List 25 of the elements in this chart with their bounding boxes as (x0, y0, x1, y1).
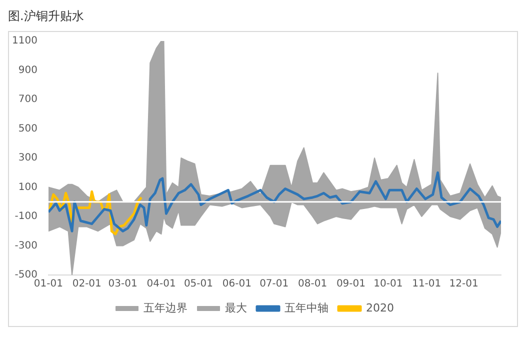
x-tick-label: 08-01 (298, 278, 328, 290)
x-tick-label: 03-01 (108, 278, 138, 290)
y-tick-label: 700 (18, 94, 38, 106)
x-tick-label: 11-01 (412, 278, 442, 290)
x-tick-label: 10-01 (374, 278, 403, 290)
x-tick-label: 05-01 (184, 278, 214, 290)
x-tick-label: 04-01 (146, 278, 176, 290)
y-tick-label: 1100 (12, 36, 38, 47)
legend-label: 2020 (366, 301, 394, 314)
x-tick-label: 09-01 (336, 278, 366, 290)
y-tick-label: 100 (18, 182, 38, 193)
x-tick-label: 02-01 (72, 278, 102, 290)
x-tick-label: 01-01 (34, 278, 63, 290)
y-tick-label: 900 (18, 64, 38, 76)
y-tick-label: 500 (18, 123, 38, 134)
x-tick-label: 07-01 (260, 278, 289, 290)
y-tick-label: -300 (14, 240, 38, 252)
y-tick-label: 300 (18, 152, 38, 164)
chart-title: 图.沪铜升贴水 (8, 8, 85, 25)
legend-label: 五年中轴 (284, 301, 329, 314)
y-tick-label: -100 (14, 211, 38, 222)
legend-label: 最大 (225, 301, 248, 314)
x-tick-label: 06-01 (222, 278, 252, 290)
legend-label: 五年边界 (144, 301, 188, 314)
x-tick-label: 12-01 (449, 278, 478, 290)
